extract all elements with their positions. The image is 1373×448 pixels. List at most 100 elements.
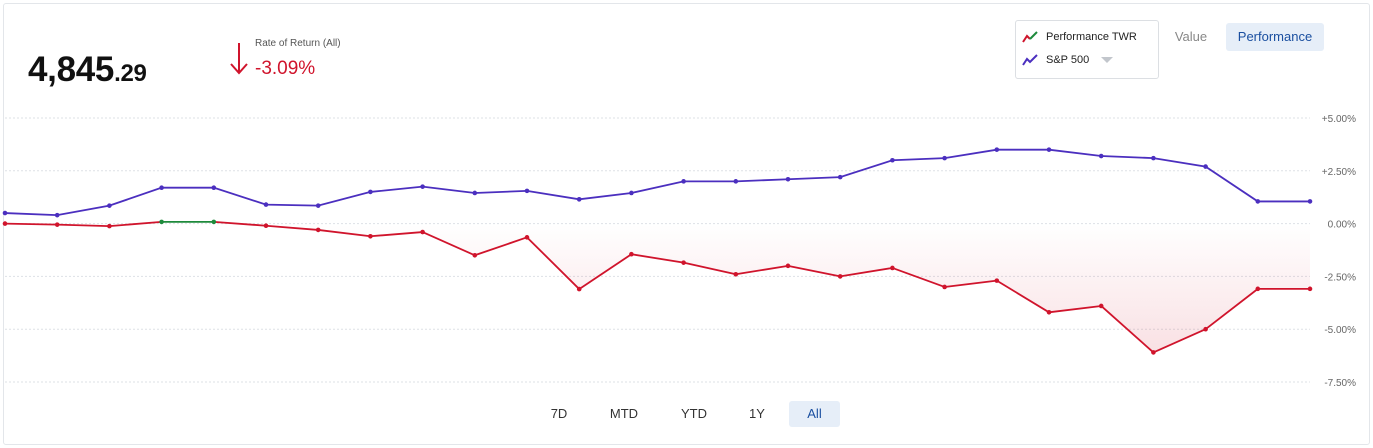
y-tick-label: +2.50%: [1322, 167, 1356, 178]
performance-point[interactable]: [263, 223, 269, 229]
benchmark-point[interactable]: [994, 147, 1000, 152]
benchmark-point[interactable]: [681, 179, 686, 184]
performance-point[interactable]: [1046, 310, 1052, 315]
performance-point[interactable]: [890, 265, 895, 271]
performance-point[interactable]: [681, 260, 686, 265]
view-performance-button[interactable]: Performance: [1226, 23, 1324, 51]
performance-point[interactable]: [576, 286, 582, 292]
performance-point[interactable]: [1151, 350, 1156, 355]
rate-of-return-label: Rate of Return (All): [255, 38, 341, 49]
benchmark-point[interactable]: [1255, 199, 1261, 204]
performance-line-segment: [526, 236, 580, 290]
performance-line-segment: [57, 223, 110, 228]
performance-line-segment: [1100, 305, 1154, 354]
range-7d-button[interactable]: 7D: [550, 406, 568, 421]
benchmark-point[interactable]: [263, 202, 269, 207]
performance-line-segment: [840, 267, 893, 278]
performance-line-segment: [578, 253, 632, 290]
performance-point[interactable]: [159, 219, 164, 225]
performance-point[interactable]: [2, 221, 8, 226]
performance-line-segment: [318, 229, 371, 238]
view-value-button[interactable]: Value: [1174, 29, 1208, 44]
legend-label-benchmark: S&P 500: [1046, 54, 1090, 66]
benchmark-point[interactable]: [733, 179, 739, 184]
performance-line-segment: [683, 261, 736, 276]
range-all-button[interactable]: All: [789, 401, 840, 427]
performance-point[interactable]: [1255, 286, 1261, 292]
benchmark-point[interactable]: [1151, 155, 1156, 161]
arrow-down-icon: [230, 43, 248, 75]
y-tick-label: 0.00%: [1328, 220, 1356, 231]
benchmark-point[interactable]: [1046, 147, 1052, 152]
line-chart-icon: [1022, 54, 1038, 66]
y-tick-label: -5.00%: [1324, 325, 1356, 336]
performance-line-segment: [370, 231, 423, 238]
performance-point[interactable]: [942, 284, 947, 290]
performance-line-segment: [474, 236, 528, 257]
performance-point[interactable]: [54, 222, 60, 227]
performance-point[interactable]: [733, 271, 739, 277]
benchmark-point[interactable]: [785, 176, 791, 182]
performance-line-segment: [787, 264, 841, 278]
performance-line-segment: [996, 279, 1050, 314]
benchmark-point[interactable]: [1307, 199, 1313, 204]
line-chart-icon: [1022, 31, 1038, 43]
benchmark-point[interactable]: [576, 197, 582, 202]
benchmark-point[interactable]: [837, 174, 843, 180]
performance-point[interactable]: [524, 235, 530, 240]
performance-point[interactable]: [211, 219, 217, 225]
benchmark-point[interactable]: [524, 188, 530, 194]
performance-line-segment: [735, 264, 789, 276]
portfolio-value-integer: 4,845: [28, 50, 115, 89]
performance-point[interactable]: [994, 278, 1000, 283]
legend-item-benchmark[interactable]: S&P 500: [1022, 51, 1114, 69]
benchmark-point[interactable]: [890, 157, 895, 163]
benchmark-line: [4, 148, 1310, 217]
performance-point[interactable]: [1307, 286, 1313, 292]
benchmark-point[interactable]: [472, 190, 478, 196]
performance-line-segment: [265, 224, 319, 231]
benchmark-point[interactable]: [1098, 153, 1104, 159]
benchmark-point[interactable]: [54, 212, 60, 218]
performance-point[interactable]: [368, 233, 373, 239]
range-ytd-button[interactable]: YTD: [681, 406, 707, 421]
benchmark-point[interactable]: [159, 185, 164, 190]
benchmark-point[interactable]: [107, 203, 112, 208]
portfolio-value-decimal: .29: [114, 60, 147, 87]
performance-line-segment: [109, 221, 162, 228]
performance-point[interactable]: [420, 229, 425, 235]
performance-point[interactable]: [629, 251, 634, 257]
legend-item-performance-twr[interactable]: Performance TWR: [1022, 28, 1137, 46]
chevron-down-icon[interactable]: [1101, 57, 1114, 63]
benchmark-point[interactable]: [211, 185, 217, 190]
portfolio-value: 4,845.29: [28, 50, 147, 90]
performance-point[interactable]: [1098, 303, 1104, 309]
benchmark-point[interactable]: [1203, 164, 1208, 169]
range-mtd-button[interactable]: MTD: [609, 406, 639, 421]
benchmark-point[interactable]: [315, 203, 321, 208]
range-1y-button[interactable]: 1Y: [749, 406, 765, 421]
performance-point[interactable]: [837, 274, 843, 279]
performance-line-segment: [4, 222, 58, 226]
performance-point[interactable]: [107, 223, 112, 229]
benchmark-point[interactable]: [942, 155, 947, 161]
performance-line-segment: [1153, 328, 1206, 354]
benchmark-point[interactable]: [368, 189, 373, 195]
benchmark-point[interactable]: [420, 184, 425, 189]
performance-line-segment: [944, 279, 997, 288]
performance-point[interactable]: [785, 263, 791, 269]
y-tick-label: -7.50%: [1324, 378, 1356, 389]
performance-negative-area: [5, 223, 1310, 353]
performance-line-segment: [892, 267, 945, 288]
benchmark-point[interactable]: [629, 190, 634, 196]
legend-label-performance-twr: Performance TWR: [1046, 31, 1137, 43]
benchmark-point[interactable]: [2, 210, 8, 216]
performance-point[interactable]: [1203, 326, 1208, 332]
performance-point[interactable]: [315, 227, 321, 233]
performance-line-segment: [631, 253, 684, 264]
performance-line-segment: [213, 221, 267, 227]
performance-line-segment: [1048, 305, 1102, 314]
performance-point[interactable]: [472, 252, 478, 258]
performance-line-segment: [422, 231, 476, 257]
